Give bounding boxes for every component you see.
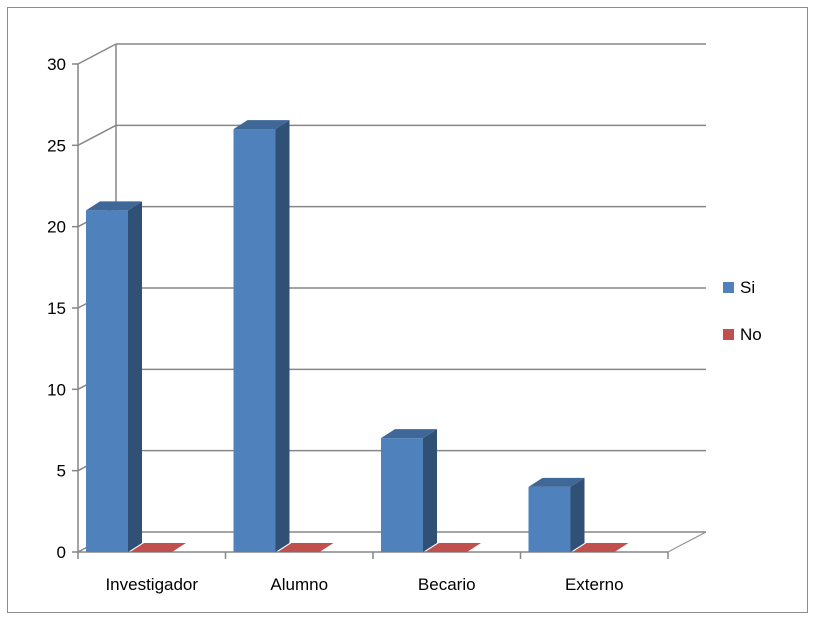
bar-no-alumno [277, 543, 334, 552]
bar-si-externo [528, 477, 585, 552]
bar-si-alumno [233, 120, 290, 553]
legend-label-si: Si [740, 278, 755, 297]
bar-front [233, 129, 276, 553]
legend-swatch-no [723, 329, 734, 340]
bar-front [381, 438, 423, 552]
x-tick-label: Becario [418, 575, 476, 594]
bar-side [570, 477, 585, 552]
legend-swatch-si [723, 282, 734, 293]
x-tick-label: Externo [565, 575, 624, 594]
bar-top [528, 477, 585, 487]
bar-top [86, 201, 142, 211]
legend-label-no: No [740, 325, 762, 344]
bars [86, 120, 629, 553]
gridline-side [77, 124, 117, 146]
y-tick-label: 25 [47, 136, 66, 155]
y-tick-labels: 0 5 10 15 20 25 30 [47, 55, 66, 562]
bar-no-becario [425, 543, 481, 552]
bar-front [86, 210, 128, 552]
bar-top [425, 543, 481, 552]
y-tick-label: 10 [47, 380, 66, 399]
gridline-side [77, 43, 117, 65]
x-tick-label: Investigador [105, 575, 198, 594]
legend: Si No [723, 278, 762, 344]
bar-si-investigador [86, 201, 142, 552]
bar-side [275, 120, 290, 553]
y-tick-label: 0 [57, 543, 66, 562]
bar-top [572, 543, 629, 552]
y-tick-label: 20 [47, 218, 66, 237]
bar-side [128, 201, 142, 552]
y-tick-label: 15 [47, 299, 66, 318]
bar-front [528, 486, 571, 552]
y-tick-label: 5 [57, 462, 66, 481]
y-tick-label: 30 [47, 55, 66, 74]
bar-no-externo [572, 543, 629, 552]
x-tick-label: Alumno [270, 575, 328, 594]
x-tick-labels: Investigador Alumno Becario Externo [105, 575, 623, 594]
bar-top [277, 543, 334, 552]
bar-top [233, 120, 290, 130]
bar-side [423, 429, 437, 552]
bar-si-becario [381, 429, 437, 552]
bar-top [381, 429, 437, 439]
bar-no-investigador [130, 543, 186, 552]
bar-top [130, 543, 186, 552]
